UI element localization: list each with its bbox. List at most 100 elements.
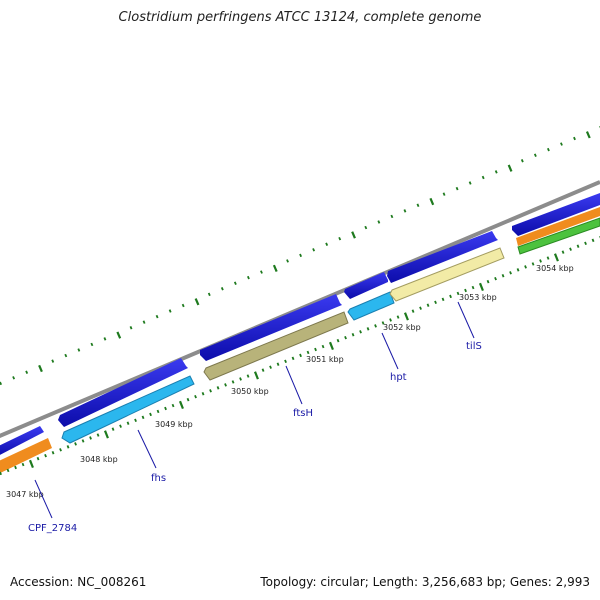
forward-strand-track	[0, 193, 600, 458]
leader-hpt	[381, 332, 399, 370]
inner-tick	[411, 309, 415, 313]
inner-tick	[164, 406, 167, 411]
outer-tick	[364, 225, 368, 230]
gene-label-tils[interactable]: tilS	[466, 341, 482, 352]
reverse-cds-pale[interactable]	[389, 247, 505, 302]
inner-tick	[126, 421, 130, 425]
inner-tick	[344, 335, 347, 340]
extra-feature-tracks	[0, 207, 600, 474]
outer-tick	[12, 376, 16, 380]
outer-tick	[560, 142, 563, 146]
outer-tick	[390, 214, 394, 219]
inner-tick	[81, 439, 85, 443]
inner-tick	[328, 341, 334, 351]
inner-tick	[156, 409, 160, 414]
outer-tick	[51, 359, 55, 363]
outer-tick	[38, 364, 43, 373]
outer-tick	[155, 314, 159, 319]
kbp-label: 3051 kbp	[306, 355, 344, 364]
outer-tick	[442, 192, 446, 196]
inner-tick	[171, 403, 175, 408]
inner-tick	[359, 330, 362, 334]
reverse-cds-cyan-2[interactable]	[347, 291, 395, 321]
inner-tick	[509, 271, 512, 275]
outer-tick	[546, 147, 550, 152]
kbp-label: 3048 kbp	[80, 455, 118, 464]
inner-tick	[291, 356, 295, 361]
inner-tick	[524, 265, 527, 269]
inner-tick	[239, 377, 242, 381]
inner-tick	[576, 244, 580, 248]
outer-tick	[507, 164, 513, 172]
inner-tick	[591, 238, 595, 243]
forward-cds-4[interactable]	[344, 272, 388, 299]
gene-label-ftsh[interactable]: ftsH	[293, 408, 313, 419]
kbp-label: 3052 kbp	[383, 323, 421, 332]
gene-leader-lines	[34, 301, 475, 519]
inner-tick	[403, 312, 409, 321]
inner-tick	[0, 471, 2, 476]
inner-tick	[59, 448, 62, 452]
inner-tick	[449, 294, 452, 299]
outer-tick	[312, 248, 316, 252]
outer-tick	[377, 220, 381, 224]
inner-tick	[36, 456, 40, 461]
inner-tick	[486, 279, 490, 284]
inner-tick	[231, 380, 235, 384]
forward-cds-6[interactable]	[512, 193, 600, 236]
inner-tick	[276, 362, 280, 366]
forward-cds-5[interactable]	[387, 231, 498, 283]
outer-tick	[181, 303, 185, 308]
outer-tick	[272, 264, 278, 273]
inner-tick	[351, 333, 355, 337]
inner-tick	[111, 427, 115, 431]
outer-tick	[103, 337, 107, 341]
outer-tick	[481, 175, 485, 180]
outer-tick	[77, 348, 81, 352]
inner-tick	[284, 359, 287, 364]
inner-tick	[216, 386, 220, 390]
inner-tick	[494, 276, 497, 281]
inner-tick	[51, 451, 55, 455]
orange-track-right	[516, 207, 600, 246]
outer-tick	[286, 259, 289, 263]
inner-tick	[186, 397, 190, 402]
kbp-labels: 3047 kbp 3048 kbp 3049 kbp 3050 kbp 3051…	[6, 264, 574, 499]
outer-tick	[246, 275, 250, 280]
outer-tick	[90, 342, 94, 347]
gene-label-cpf-2784[interactable]: CPF_2784	[28, 523, 77, 534]
inner-tick	[253, 371, 259, 380]
outer-tick	[455, 186, 459, 191]
inner-tick	[321, 344, 325, 349]
inner-tick	[96, 433, 100, 437]
outer-tick	[403, 209, 407, 213]
inner-tick	[546, 256, 550, 260]
forward-cds-2[interactable]	[58, 358, 188, 427]
outer-tick-ring	[0, 126, 600, 386]
inner-tick	[149, 412, 152, 417]
kbp-label: 3050 kbp	[231, 387, 269, 396]
outer-tick	[338, 236, 342, 241]
outer-tick	[233, 281, 237, 285]
gene-label-fhs[interactable]: fhs	[151, 473, 166, 484]
inner-tick	[194, 394, 197, 399]
outer-tick	[585, 131, 591, 139]
reverse-cds-olive[interactable]	[203, 311, 349, 381]
genome-summary-text: Topology: circular; Length: 3,256,683 bp…	[260, 575, 590, 589]
inner-tick	[584, 241, 587, 246]
inner-tick	[516, 268, 520, 272]
reverse-cds-cyan-1[interactable]	[61, 375, 195, 444]
inner-tick	[336, 338, 340, 343]
inner-tick	[28, 459, 34, 469]
outer-tick	[429, 197, 435, 206]
forward-cds-3[interactable]	[200, 294, 342, 361]
outer-tick	[207, 292, 211, 297]
leader-ftsh	[285, 365, 303, 405]
outer-tick	[116, 331, 122, 339]
forward-cds-1[interactable]	[0, 426, 44, 458]
inner-tick	[539, 259, 542, 263]
gene-label-hpt[interactable]: hpt	[390, 372, 407, 383]
inner-tick-ring	[0, 236, 600, 476]
outer-tick	[64, 353, 68, 358]
